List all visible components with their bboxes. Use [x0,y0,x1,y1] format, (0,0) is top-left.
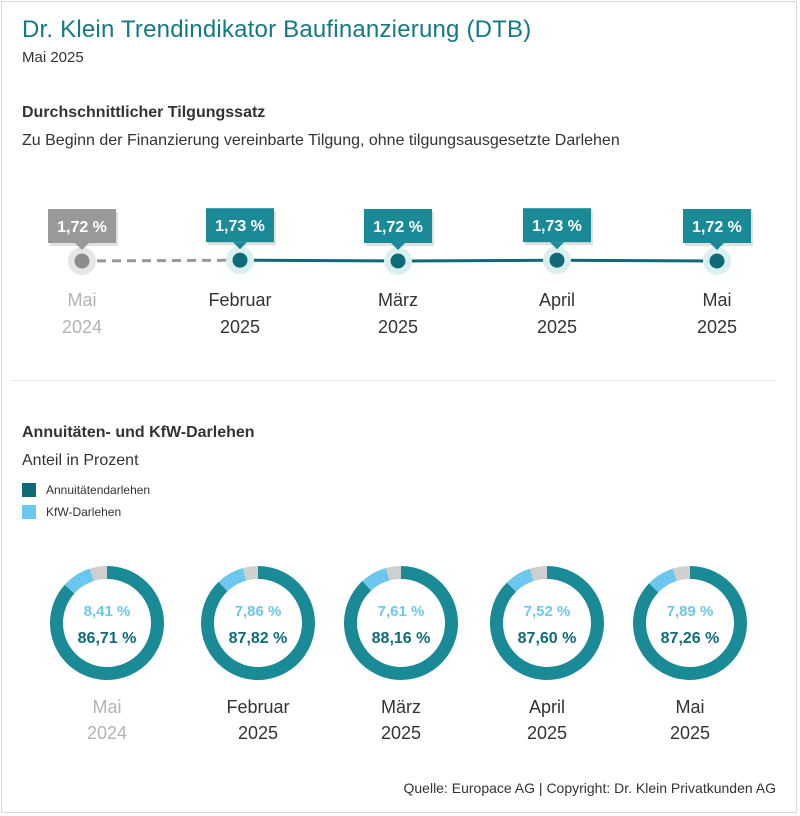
donut-tick-year: 2024 [87,723,127,743]
value-label-pointer [75,243,89,250]
donut-tick-year: 2025 [670,723,710,743]
value-label: 1,73 % [215,218,265,235]
darlehen-donut-chart: 8,41 % 86,71 % Mai 2024 7,86 % 87,82 % Februar… [50,566,748,743]
legend-swatch-kfw [22,505,36,519]
donut-label-kfw: 7,61 % [378,603,425,620]
legend-item-annuitaeten: Annuitätendarlehen [22,483,150,497]
section2-subtitle: Anteil in Prozent [22,452,139,469]
line-series [239,258,718,263]
donut-slice-other [672,566,690,582]
value-label-box [48,209,116,243]
x-tick-month: Mai [67,290,96,310]
x-tick-month: Mai [702,290,731,310]
donut-label-kfw: 8,41 % [84,603,131,620]
donut-hole [214,579,302,667]
section2-title: Annuitäten- und KfW-Darlehen [22,424,255,441]
x-tick-year: 2025 [697,317,737,337]
donut-tick-month: April [529,697,565,717]
value-label: 1,72 % [57,219,107,236]
donut-label-annuitaeten: 86,71 % [78,630,137,647]
value-label-pointer [233,242,247,250]
legend-label-kfw: KfW-Darlehen [46,505,122,519]
value-label: 1,72 % [692,219,742,236]
donut-tick-year: 2025 [238,723,278,743]
section1-title: Durchschnittlicher Tilgungssatz [22,104,266,121]
line-point [390,253,406,269]
donut-label-annuitaeten: 88,16 % [372,630,431,647]
donut-tick-month: Mai [92,697,121,717]
line-point [74,253,90,269]
donut-slice-kfw [218,568,247,592]
legend-label-annuitaeten: Annuitätendarlehen [46,483,151,497]
value-label: 1,73 % [532,218,582,235]
donut-label-kfw: 7,86 % [235,603,282,620]
x-tick-year: 2025 [537,317,577,337]
section-divider [12,380,776,381]
value-label-box [206,208,274,243]
donut-label-kfw: 7,52 % [524,603,571,620]
donut-slice-kfw [64,568,94,594]
value-label-pointer [391,243,405,250]
section1-subtitle: Zu Beginn der Finanzierung vereinbarte T… [22,132,620,149]
value-label: 1,72 % [373,219,423,236]
donut-slice-kfw [506,568,534,592]
value-label-pointer [550,242,564,250]
donut-label-kfw: 7,89 % [667,603,714,620]
value-label-box [683,209,751,243]
x-tick-month: April [539,290,575,310]
donut-tick-month: Februar [226,697,289,717]
donut-label-annuitaeten: 87,82 % [229,630,288,647]
line-point [709,253,725,269]
donut-label-annuitaeten: 87,26 % [661,630,720,647]
x-tick-year: 2024 [62,317,102,337]
donut-slice-kfw [649,568,677,593]
x-tick-month: Februar [208,290,271,310]
value-label-box [523,208,591,243]
donut-hole [646,579,734,667]
line-connector-dashed [81,258,241,263]
donut-slice-other [386,566,401,581]
source-note: Quelle: Europace AG | Copyright: Dr. Kle… [403,780,777,796]
x-tick-year: 2025 [220,317,260,337]
page-date: Mai 2025 [22,49,84,66]
line-point [549,252,565,268]
x-tick-year: 2025 [378,317,418,337]
legend-item-kfw: KfW-Darlehen [22,505,121,519]
donut-hole [63,579,151,667]
donut-tick-month: März [381,697,421,717]
donut-hole [503,579,591,667]
donut-label-annuitaeten: 87,60 % [518,630,577,647]
donut-tick-year: 2025 [381,723,421,743]
x-tick-month: März [378,290,418,310]
value-label-pointer [710,243,724,250]
value-label-box [364,209,432,243]
donut-slice-kfw [362,568,390,591]
donut-slice-other [242,566,258,581]
line-point [232,252,248,268]
donut-tick-month: Mai [675,697,704,717]
donut-slice-other [89,566,107,582]
donut-slice-other [529,566,547,582]
donut-tick-year: 2025 [527,723,567,743]
page-title: Dr. Klein Trendindikator Baufinanzierung… [22,16,532,43]
tilgung-line-chart: 1,72 % Mai 2024 1,73 % Februar 2025 1,72 % März… [48,208,753,337]
donut-hole [357,579,445,667]
legend-swatch-annuitaeten [22,483,36,497]
